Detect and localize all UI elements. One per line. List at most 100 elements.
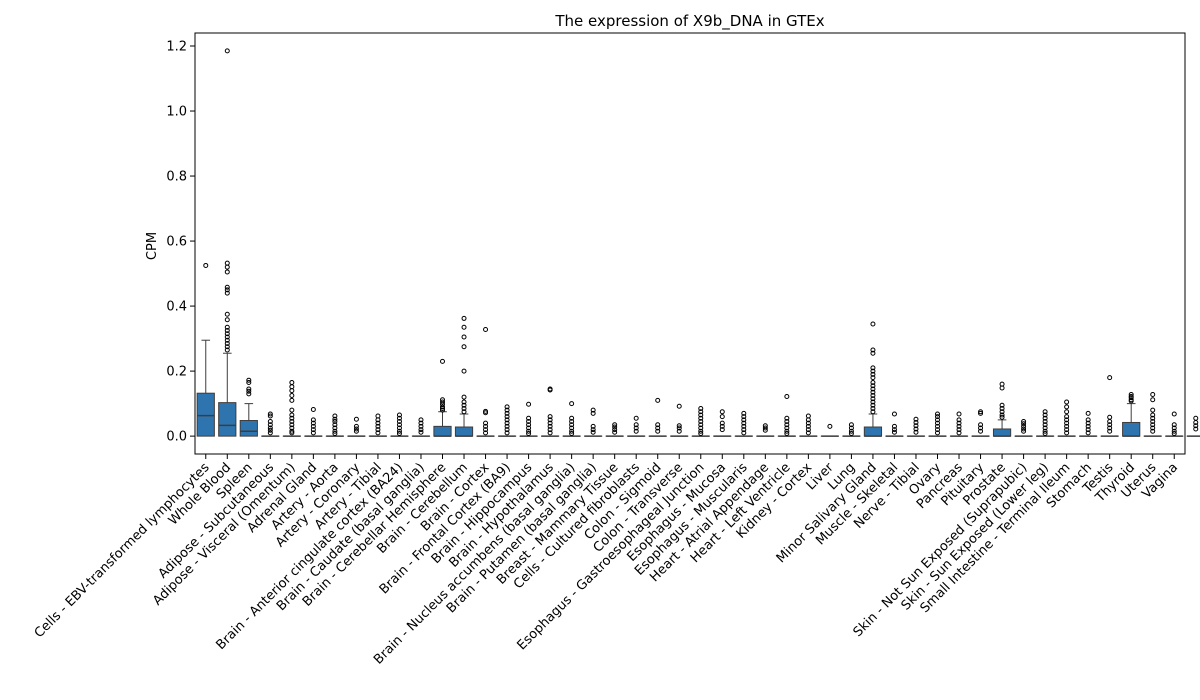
outlier-point: [870, 399, 876, 405]
outlier-point: [504, 430, 510, 436]
outlier-point: [999, 405, 1005, 411]
outlier-point: [1064, 420, 1070, 426]
box: [454, 426, 474, 437]
outlier-point: [461, 394, 467, 400]
outlier-point: [1064, 423, 1070, 429]
outlier-point: [267, 425, 273, 431]
outlier-point: [289, 384, 295, 390]
outlier-point: [870, 371, 876, 377]
outlier-point: [203, 262, 209, 268]
box-group: [519, 401, 538, 437]
outlier-point: [1171, 428, 1177, 434]
box-group: [885, 411, 904, 437]
outlier-point: [827, 423, 833, 429]
outlier-point: [267, 413, 273, 419]
outlier-point: [526, 431, 532, 437]
outlier-point: [870, 396, 876, 402]
outlier-point: [1064, 430, 1070, 436]
box-group: [949, 411, 969, 437]
box: [433, 425, 452, 437]
outlier-point: [569, 401, 575, 407]
outlier-point: [1107, 375, 1113, 381]
outlier-point: [526, 428, 532, 434]
outlier-point: [1107, 418, 1113, 424]
outlier-point: [1085, 410, 1091, 416]
outlier-point: [1128, 392, 1134, 398]
outlier-point: [289, 392, 295, 398]
outlier-point: [396, 412, 402, 418]
outlier-point: [999, 409, 1005, 415]
outlier-point: [1021, 428, 1027, 434]
outlier-point: [396, 415, 402, 421]
outlier-point: [1193, 423, 1199, 429]
outlier-point: [547, 417, 553, 423]
outlier-point: [569, 415, 575, 421]
outlier-point: [440, 399, 445, 405]
outlier-point: [1150, 397, 1156, 403]
outlier-point: [483, 430, 489, 436]
outlier-point: [224, 287, 230, 293]
outlier-point: [698, 431, 704, 437]
box: [239, 420, 258, 437]
box-group: [541, 386, 560, 437]
outlier-point: [1128, 395, 1134, 401]
outlier-point: [612, 422, 618, 428]
outlier-point: [784, 393, 790, 399]
outlier-point: [526, 422, 532, 428]
box-group: [670, 403, 689, 437]
outlier-point: [999, 414, 1005, 420]
outlier-point: [698, 418, 704, 424]
outlier-point: [504, 404, 510, 410]
outlier-point: [310, 420, 316, 426]
outlier-point: [848, 428, 854, 434]
outlier-point: [1128, 398, 1134, 404]
outlier-point: [935, 417, 940, 423]
outlier-point: [1107, 422, 1113, 428]
box-group: [218, 48, 237, 437]
y-tick-label: 0.6: [166, 235, 187, 250]
outlier-point: [805, 430, 811, 436]
outlier-point: [1171, 411, 1177, 417]
outlier-point: [784, 428, 790, 434]
outlier-point: [1150, 425, 1156, 431]
outlier-point: [956, 417, 962, 423]
outlier-point: [483, 410, 489, 416]
outlier-point: [289, 397, 295, 403]
outlier-point: [1150, 428, 1156, 434]
outlier-point: [224, 290, 230, 296]
outlier-point: [698, 428, 704, 434]
outlier-point: [526, 425, 532, 431]
outlier-point: [870, 321, 876, 327]
outlier-point: [1064, 409, 1070, 415]
outlier-point: [1150, 392, 1156, 398]
outlier-point: [762, 425, 768, 431]
outlier-point: [1171, 431, 1177, 437]
outlier-point: [741, 417, 747, 423]
outlier-point: [1042, 415, 1048, 421]
outlier-point: [1171, 422, 1177, 428]
outlier-point: [461, 368, 467, 374]
outlier-point: [224, 48, 230, 54]
outlier-point: [741, 420, 747, 426]
outlier-point: [224, 311, 230, 317]
outlier-point: [956, 423, 962, 429]
outlier-point: [870, 392, 876, 398]
outlier-point: [547, 414, 553, 420]
box-group: [239, 377, 258, 437]
outlier-point: [978, 409, 984, 415]
outlier-point: [870, 383, 876, 389]
box-group: [1079, 410, 1098, 437]
outlier-point: [805, 423, 811, 429]
outlier-point: [332, 431, 338, 437]
outlier-point: [289, 388, 295, 394]
outlier-point: [784, 418, 790, 424]
y-tick-label: 0.8: [166, 170, 187, 185]
outlier-point: [310, 427, 316, 433]
outlier-point: [1150, 412, 1156, 418]
outlier-point: [332, 425, 338, 431]
outlier-point: [633, 425, 639, 431]
outlier-point: [1193, 419, 1199, 425]
y-tick-label: 0.4: [166, 300, 187, 315]
outlier-point: [719, 409, 725, 415]
outlier-point: [332, 416, 338, 422]
